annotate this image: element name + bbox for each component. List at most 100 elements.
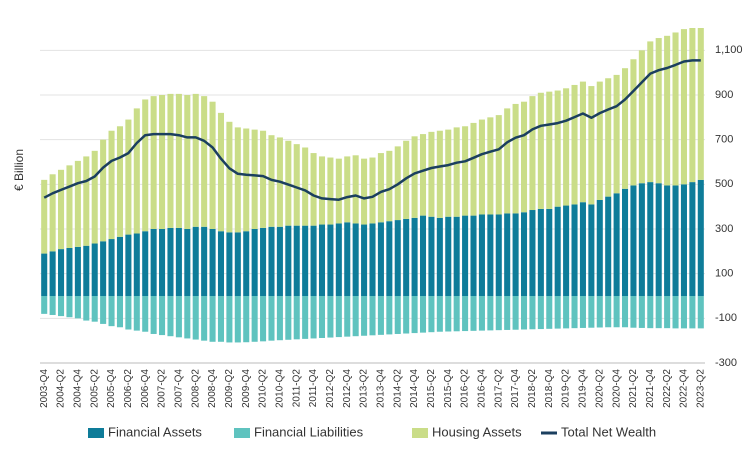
bar bbox=[495, 214, 502, 296]
x-tick-label: 2011-Q2 bbox=[291, 369, 302, 408]
bar bbox=[293, 225, 300, 296]
bar bbox=[243, 128, 250, 232]
bar bbox=[504, 108, 511, 214]
bar bbox=[478, 214, 485, 296]
bar bbox=[344, 156, 351, 223]
bar bbox=[394, 220, 401, 296]
bar bbox=[554, 90, 561, 207]
bar bbox=[167, 296, 174, 337]
bar bbox=[680, 296, 687, 329]
bar bbox=[318, 156, 326, 225]
bar bbox=[630, 59, 637, 186]
bar bbox=[613, 74, 620, 194]
x-tick-label: 2003-Q4 bbox=[39, 369, 50, 408]
bar bbox=[167, 227, 174, 296]
bar bbox=[369, 157, 376, 224]
bar bbox=[209, 101, 216, 229]
bar bbox=[268, 296, 275, 341]
bar bbox=[655, 38, 662, 184]
bar bbox=[605, 78, 612, 197]
bar bbox=[310, 296, 317, 339]
x-tick-label: 2015-Q2 bbox=[426, 369, 437, 408]
bar bbox=[436, 217, 443, 296]
bar bbox=[201, 296, 208, 341]
bar bbox=[563, 88, 570, 206]
x-tick-label: 2012-Q4 bbox=[342, 369, 353, 408]
bar bbox=[419, 215, 427, 296]
bar bbox=[638, 50, 645, 184]
bar bbox=[125, 296, 132, 330]
bar bbox=[175, 227, 182, 296]
bar bbox=[150, 229, 157, 296]
bar bbox=[201, 226, 208, 296]
bar bbox=[630, 185, 637, 296]
x-tick-label: 2013-Q4 bbox=[376, 369, 387, 408]
bar bbox=[41, 296, 48, 314]
x-tick-label: 2018-Q4 bbox=[544, 369, 555, 408]
x-tick-label: 2006-Q2 bbox=[123, 369, 134, 408]
x-tick-label: 2006-Q4 bbox=[140, 369, 151, 408]
bar bbox=[251, 296, 258, 342]
y-tick-label: -300 bbox=[715, 357, 737, 369]
bar bbox=[234, 296, 241, 343]
bar bbox=[344, 296, 351, 337]
bar bbox=[579, 296, 586, 328]
bar bbox=[184, 95, 191, 229]
bar bbox=[386, 221, 393, 296]
bar bbox=[630, 296, 637, 328]
y-tick-label: 500 bbox=[715, 178, 733, 190]
x-tick-label: 2004-Q2 bbox=[56, 369, 67, 408]
bar bbox=[142, 296, 149, 332]
x-tick-label: 2021-Q2 bbox=[628, 369, 639, 408]
bar bbox=[520, 212, 528, 296]
bar bbox=[445, 296, 452, 332]
bar bbox=[310, 153, 317, 226]
bar bbox=[100, 296, 107, 324]
bar bbox=[302, 147, 309, 226]
bar bbox=[226, 121, 233, 233]
bar bbox=[369, 223, 376, 296]
bar bbox=[260, 227, 267, 296]
bar bbox=[588, 86, 595, 205]
x-tick-label: 2008-Q2 bbox=[190, 369, 201, 408]
bar bbox=[268, 226, 275, 296]
bar bbox=[377, 296, 384, 335]
bar bbox=[419, 134, 427, 216]
bar bbox=[217, 231, 225, 296]
bar bbox=[175, 296, 182, 338]
bar bbox=[546, 296, 553, 329]
x-tick-label: 2016-Q4 bbox=[477, 369, 488, 408]
bar bbox=[226, 232, 233, 296]
bar bbox=[251, 229, 258, 296]
bar bbox=[260, 296, 267, 342]
bar bbox=[234, 232, 241, 296]
bar bbox=[66, 165, 73, 248]
bar bbox=[495, 115, 502, 215]
bar bbox=[655, 183, 662, 296]
bar bbox=[680, 29, 687, 185]
bar bbox=[116, 126, 123, 237]
x-tick-label: 2022-Q4 bbox=[679, 369, 690, 408]
bar bbox=[91, 243, 98, 296]
bar bbox=[571, 204, 578, 296]
bar bbox=[697, 296, 704, 329]
bar bbox=[529, 210, 536, 296]
y-tick-label: 700 bbox=[715, 134, 733, 146]
bar bbox=[74, 246, 81, 296]
bar bbox=[487, 296, 494, 331]
x-tick-label: 2004-Q4 bbox=[73, 369, 84, 408]
bar bbox=[201, 96, 208, 227]
bar bbox=[504, 213, 511, 296]
y-axis-label: € Billion bbox=[12, 149, 26, 191]
y-tick-label: -100 bbox=[715, 312, 737, 324]
bar bbox=[243, 231, 250, 296]
bar bbox=[546, 91, 553, 209]
bar bbox=[192, 296, 199, 340]
bar bbox=[66, 247, 73, 296]
bar bbox=[184, 296, 191, 339]
bar bbox=[680, 184, 687, 296]
bar bbox=[512, 213, 519, 296]
bar bbox=[579, 81, 586, 203]
bar bbox=[276, 296, 283, 341]
bar bbox=[74, 296, 81, 319]
